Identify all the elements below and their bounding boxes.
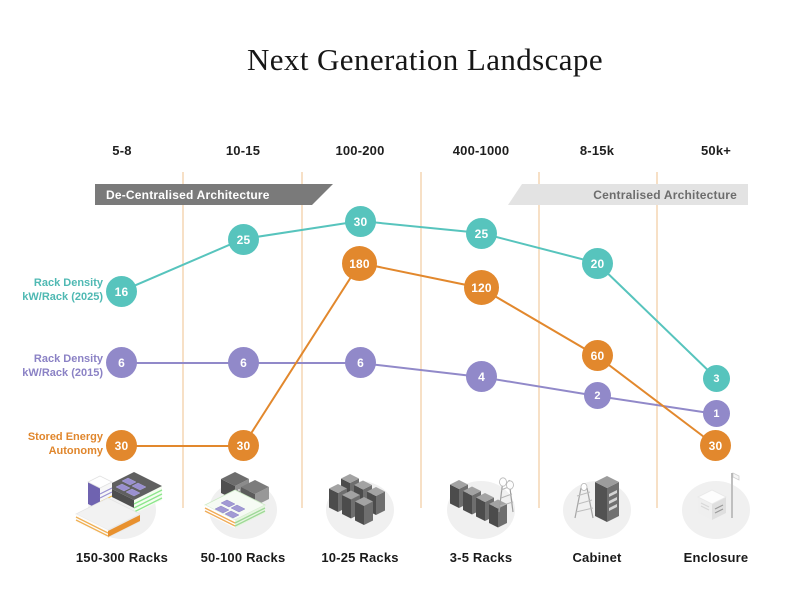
column-header: 100-200 (335, 143, 385, 158)
rack-group-icon (326, 474, 394, 539)
banner-decentralised-label: De-Centralised Architecture (106, 187, 270, 202)
data-point-2015-col2: 6 (228, 347, 259, 378)
data-point-2025-col2: 25 (228, 224, 259, 255)
column-header: 400-1000 (452, 143, 510, 158)
page-title: Next Generation Landscape (246, 42, 603, 77)
data-point-2025-col1: 16 (106, 276, 137, 307)
icon-label: 3-5 Racks (449, 550, 513, 565)
data-point-autonomy-col3: 180 (342, 246, 377, 281)
data-point-2015-col4: 4 (466, 361, 497, 392)
icon-label: 150-300 Racks (75, 550, 169, 565)
column-header: 50k+ (700, 143, 732, 158)
data-point-autonomy-col4: 120 (464, 270, 499, 305)
chart-gridline (656, 172, 658, 508)
series-line-2025 (121, 219, 717, 379)
series-line-2015 (122, 362, 717, 415)
banner-centralised: Centralised Architecture (508, 184, 748, 205)
column-header: 8-15k (579, 143, 615, 158)
cabinet-icon (563, 476, 631, 539)
chart-gridline (420, 172, 422, 508)
banner-centralised-label: Centralised Architecture (593, 187, 737, 202)
rack-row-icon (447, 477, 515, 539)
icon-label: 10-25 Racks (321, 550, 399, 565)
chart-gridline (182, 172, 184, 508)
icon-label: Enclosure (683, 550, 749, 565)
icon-label: 50-100 Racks (200, 550, 286, 565)
series-label-2025: Rack Density kW/Rack (2025) (22, 277, 103, 303)
series-label-autonomy: Stored Energy Autonomy (27, 431, 103, 457)
series-line-autonomy (122, 261, 717, 447)
campus-large-icon (75, 472, 163, 539)
series-label-2015: Rack Density kW/Rack (2015) (22, 353, 103, 379)
data-point-autonomy-col6: 30 (700, 430, 731, 461)
chart-gridline (301, 172, 303, 508)
icon-label: Cabinet (572, 550, 622, 565)
data-point-autonomy-col1: 30 (106, 430, 137, 461)
data-point-2025-col6: 3 (703, 365, 730, 392)
data-point-2025-col4: 25 (466, 218, 497, 249)
data-point-2015-col3: 6 (345, 347, 376, 378)
data-point-2025-col3: 30 (345, 206, 376, 237)
column-header: 10-15 (225, 143, 261, 158)
banner-decentralised: De-Centralised Architecture (95, 184, 333, 205)
data-point-2015-col6: 1 (703, 400, 730, 427)
chart-gridline (538, 172, 540, 508)
enclosure-icon (682, 472, 750, 539)
data-point-2015-col1: 6 (106, 347, 137, 378)
data-point-autonomy-col2: 30 (228, 430, 259, 461)
data-point-2025-col5: 20 (582, 248, 613, 279)
campus-small-icon (204, 472, 277, 539)
column-header: 5-8 (112, 143, 132, 158)
data-point-2015-col5: 2 (584, 382, 611, 409)
data-point-autonomy-col5: 60 (582, 340, 613, 371)
